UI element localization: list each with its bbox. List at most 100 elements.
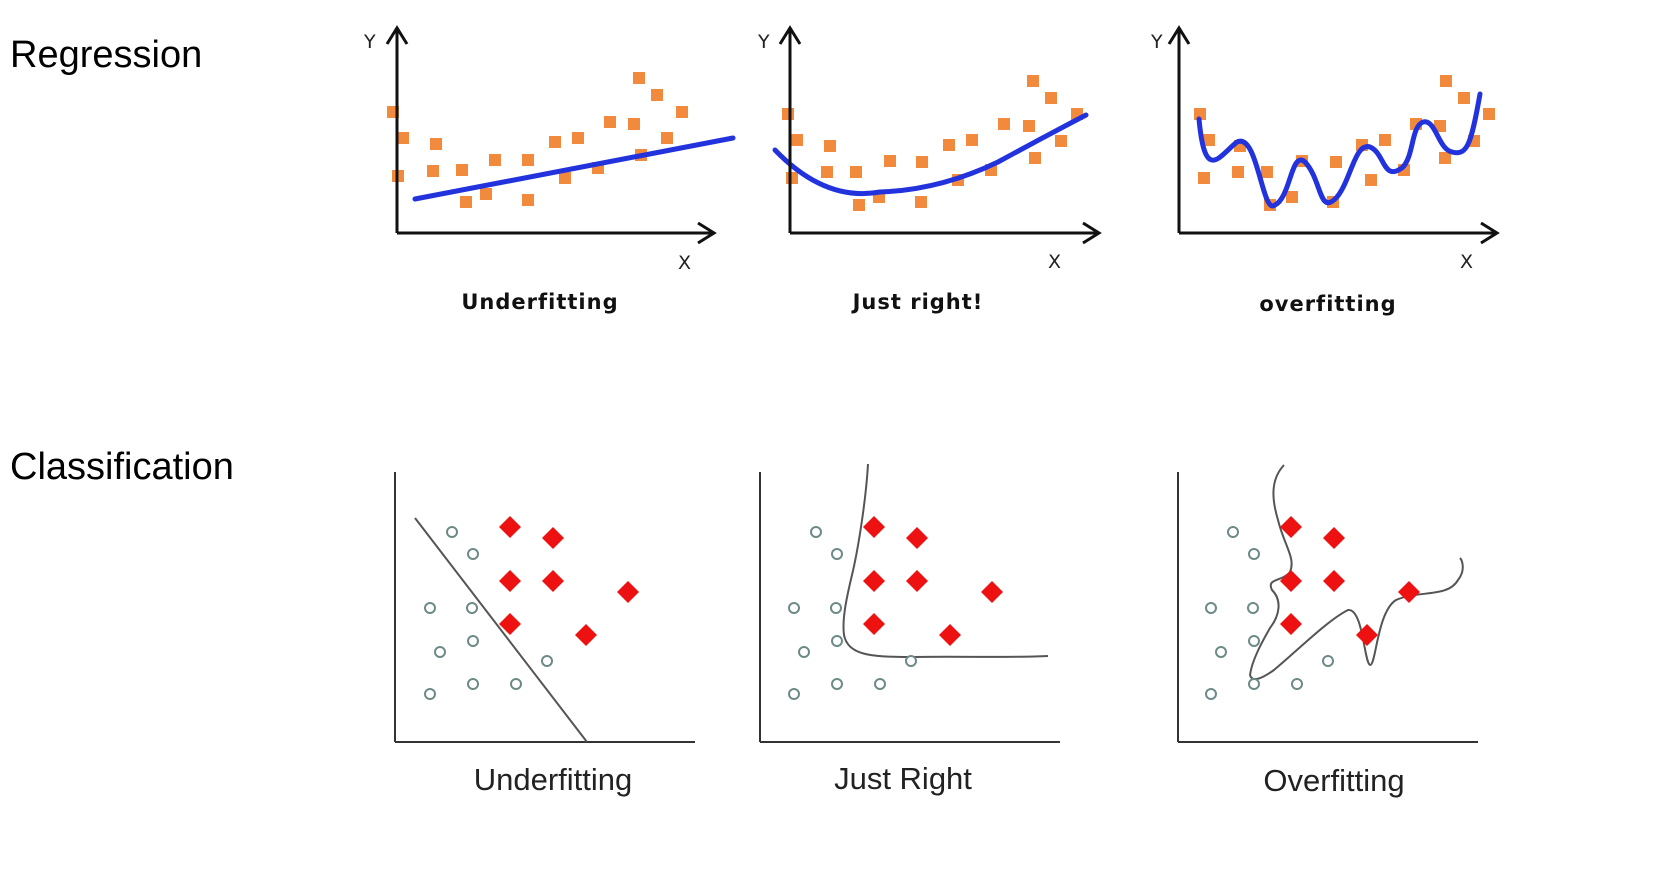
class-b-diamond-marker xyxy=(1356,624,1378,646)
data-square-marker xyxy=(1232,166,1244,178)
classification-caption-underfitting: Underfitting xyxy=(474,762,633,797)
data-square-marker xyxy=(572,132,584,144)
data-square-marker xyxy=(884,155,896,167)
decision-boundary xyxy=(1249,464,1464,681)
class-b-diamond-marker xyxy=(1280,516,1302,538)
class-a-circle-marker xyxy=(1227,526,1239,538)
data-square-marker xyxy=(1286,191,1298,203)
data-square-marker xyxy=(1458,92,1470,104)
data-square-marker xyxy=(661,132,673,144)
class-a-circle-marker xyxy=(1215,646,1227,658)
class-b-diamond-marker xyxy=(499,516,521,538)
data-square-marker xyxy=(1483,108,1495,120)
classification-caption-just-right: Just Right xyxy=(834,761,972,796)
class-a-circle-marker xyxy=(1291,678,1303,690)
class-a-circle-marker xyxy=(446,526,458,538)
data-square-marker xyxy=(1055,135,1067,147)
class-b-diamond-marker xyxy=(575,624,597,646)
data-square-marker xyxy=(633,72,645,84)
class-a-circle-marker xyxy=(905,655,917,667)
classification-underfitting-plot: Underfitting xyxy=(394,472,695,797)
class-b-diamond-marker xyxy=(1323,527,1345,549)
class-a-circle-marker xyxy=(1248,678,1260,690)
class-b-diamond-marker xyxy=(1280,570,1302,592)
fit-curve xyxy=(1196,91,1483,209)
class-b-diamond-marker xyxy=(499,613,521,635)
x-axis-label: X xyxy=(1048,251,1061,273)
data-square-marker xyxy=(489,154,501,166)
class-b-diamond-marker xyxy=(542,570,564,592)
y-axis-arrow xyxy=(385,25,409,45)
class-b-diamond-marker xyxy=(1398,581,1420,603)
class-a-circle-marker xyxy=(434,646,446,658)
class-a-circle-marker xyxy=(1248,635,1260,647)
data-square-marker xyxy=(1023,120,1035,132)
class-a-points xyxy=(1205,526,1334,700)
class-a-circle-marker xyxy=(1248,548,1260,560)
class-b-diamond-marker xyxy=(1323,570,1345,592)
class-b-diamond-marker xyxy=(906,570,928,592)
class-a-circle-marker xyxy=(424,602,436,614)
x-axis-label: X xyxy=(678,252,691,274)
classification-caption-overfitting: Overfitting xyxy=(1263,763,1404,798)
data-square-marker xyxy=(786,172,798,184)
data-square-marker xyxy=(915,196,927,208)
y-axis-label: Y xyxy=(757,31,770,53)
data-square-marker xyxy=(850,166,862,178)
class-a-circle-marker xyxy=(798,646,810,658)
class-a-circle-marker xyxy=(510,678,522,690)
class-a-circle-marker xyxy=(831,678,843,690)
class-a-circle-marker xyxy=(467,678,479,690)
regression-overfitting-plot: Y X overfitting xyxy=(1150,25,1500,316)
x-axis-arrow xyxy=(697,221,717,245)
class-b-diamond-marker xyxy=(617,581,639,603)
data-square-marker xyxy=(522,154,534,166)
data-square-marker xyxy=(1330,156,1342,168)
data-square-marker xyxy=(1365,174,1377,186)
data-points xyxy=(387,72,688,208)
data-square-marker xyxy=(943,139,955,151)
class-a-circle-marker xyxy=(831,548,843,560)
decision-boundary xyxy=(414,517,588,743)
data-square-marker xyxy=(604,116,616,128)
class-b-points xyxy=(863,516,1003,646)
data-square-marker xyxy=(782,108,794,120)
data-square-marker xyxy=(1434,120,1446,132)
class-a-circle-marker xyxy=(788,688,800,700)
data-square-marker xyxy=(1203,134,1215,146)
data-square-marker xyxy=(430,138,442,150)
data-square-marker xyxy=(1194,108,1206,120)
class-b-diamond-marker xyxy=(906,527,928,549)
data-square-marker xyxy=(1439,152,1451,164)
class-b-diamond-marker xyxy=(863,613,885,635)
class-b-diamond-marker xyxy=(981,581,1003,603)
class-b-diamond-marker xyxy=(499,570,521,592)
data-square-marker xyxy=(397,132,409,144)
class-b-points xyxy=(499,516,639,646)
regression-underfitting-plot: Y X Underfitting xyxy=(363,25,736,314)
regression-caption-underfitting: Underfitting xyxy=(461,290,618,314)
data-square-marker xyxy=(966,134,978,146)
class-b-diamond-marker xyxy=(1280,613,1302,635)
fit-curve xyxy=(772,112,1089,197)
decision-boundary xyxy=(842,463,1049,659)
data-square-marker xyxy=(998,118,1010,130)
data-square-marker xyxy=(1198,172,1210,184)
data-square-marker xyxy=(456,164,468,176)
class-a-circle-marker xyxy=(830,602,842,614)
class-a-circle-marker xyxy=(467,548,479,560)
x-axis-label: X xyxy=(1460,251,1473,273)
data-square-marker xyxy=(1045,92,1057,104)
class-a-circle-marker xyxy=(424,688,436,700)
data-square-marker xyxy=(559,172,571,184)
class-a-circle-marker xyxy=(1205,602,1217,614)
y-axis-label: Y xyxy=(1150,31,1163,53)
class-b-diamond-marker xyxy=(939,624,961,646)
class-a-points xyxy=(788,526,917,700)
data-square-marker xyxy=(1261,166,1273,178)
class-a-circle-marker xyxy=(874,678,886,690)
classification-overfitting-plot: Overfitting xyxy=(1177,464,1478,798)
class-a-points xyxy=(424,526,553,700)
regression-caption-overfitting: overfitting xyxy=(1259,292,1396,316)
data-square-marker xyxy=(853,199,865,211)
